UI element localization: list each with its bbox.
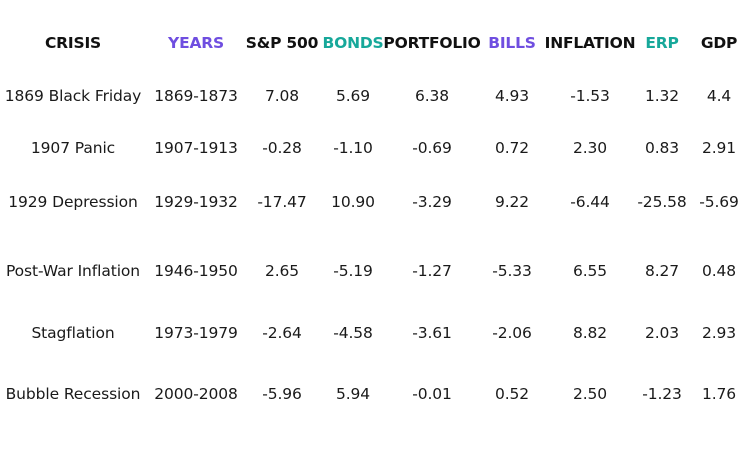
- table-cell-portfolio: -0.69: [412, 139, 452, 157]
- table-cell-bills: 4.93: [494, 87, 530, 105]
- table-cell-sandp-500: -17.47: [257, 193, 307, 211]
- table-cell-bills: 0.52: [494, 385, 530, 403]
- table-cell-gdp: 4.4: [706, 87, 732, 105]
- column-header-gdp: GDP: [700, 34, 738, 52]
- table-cell-gdp: 1.76: [701, 385, 737, 403]
- column-header-erp: ERP: [645, 34, 679, 52]
- column-header-portfolio: PORTFOLIO: [383, 34, 481, 52]
- table-cell-erp: 2.03: [644, 324, 680, 342]
- table-cell-erp: -1.23: [642, 385, 682, 403]
- table-cell-portfolio: 6.38: [414, 87, 450, 105]
- table-cell-gdp: 2.91: [701, 139, 737, 157]
- table-cell-erp: 0.83: [644, 139, 680, 157]
- table-cell-years: 1907-1913: [154, 139, 238, 157]
- table-cell-crisis: 1907 Panic: [30, 139, 116, 157]
- table-cell-bonds: 5.94: [335, 385, 371, 403]
- table-cell-bills: -2.06: [492, 324, 532, 342]
- table-cell-bonds: 5.69: [335, 87, 371, 105]
- table-cell-years: 1973-1979: [154, 324, 238, 342]
- column-header-bills: BILLS: [488, 34, 536, 52]
- table-cell-crisis: Bubble Recession: [5, 385, 141, 403]
- table-cell-gdp: 0.48: [701, 262, 737, 280]
- table-cell-crisis: Stagflation: [31, 324, 115, 342]
- table-cell-sandp-500: 7.08: [264, 87, 300, 105]
- table-cell-bills: -5.33: [492, 262, 532, 280]
- table-cell-inflation: -6.44: [570, 193, 610, 211]
- table-cell-years: 2000-2008: [154, 385, 238, 403]
- table-cell-sandp-500: -0.28: [262, 139, 302, 157]
- table-cell-years: 1869-1873: [154, 87, 238, 105]
- table-cell-bonds: -1.10: [333, 139, 373, 157]
- column-header-crisis: CRISIS: [45, 34, 101, 52]
- table-cell-years: 1929-1932: [154, 193, 238, 211]
- table-cell-inflation: 6.55: [572, 262, 608, 280]
- table-cell-crisis: 1869 Black Friday: [4, 87, 142, 105]
- column-header-years: YEARS: [168, 34, 224, 52]
- table-cell-sandp-500: -2.64: [262, 324, 302, 342]
- table-cell-bonds: 10.90: [331, 193, 375, 211]
- table-cell-erp: 1.32: [644, 87, 680, 105]
- table-cell-portfolio: -0.01: [412, 385, 452, 403]
- table-cell-inflation: 8.82: [572, 324, 608, 342]
- table-cell-inflation: -1.53: [570, 87, 610, 105]
- table-cell-bonds: -4.58: [333, 324, 373, 342]
- table-cell-gdp: -5.69: [699, 193, 739, 211]
- table-cell-years: 1946-1950: [154, 262, 238, 280]
- table-cell-portfolio: -3.61: [412, 324, 452, 342]
- table-cell-crisis: 1929 Depression: [8, 193, 138, 211]
- table-cell-erp: -25.58: [637, 193, 687, 211]
- table-cell-bonds: -5.19: [333, 262, 373, 280]
- table-cell-sandp-500: 2.65: [264, 262, 300, 280]
- table-cell-bills: 9.22: [494, 193, 530, 211]
- table-cell-inflation: 2.30: [572, 139, 608, 157]
- table-cell-crisis: Post-War Inflation: [5, 262, 141, 280]
- table-cell-inflation: 2.50: [572, 385, 608, 403]
- table-cell-portfolio: -1.27: [412, 262, 452, 280]
- table-cell-sandp-500: -5.96: [262, 385, 302, 403]
- column-header-sandp-500: S&P 500: [245, 34, 319, 52]
- column-header-bonds: BONDS: [322, 34, 384, 52]
- column-header-inflation: INFLATION: [544, 34, 636, 52]
- table-cell-bills: 0.72: [494, 139, 530, 157]
- table-cell-gdp: 2.93: [701, 324, 737, 342]
- table-cell-erp: 8.27: [644, 262, 680, 280]
- table-cell-portfolio: -3.29: [412, 193, 452, 211]
